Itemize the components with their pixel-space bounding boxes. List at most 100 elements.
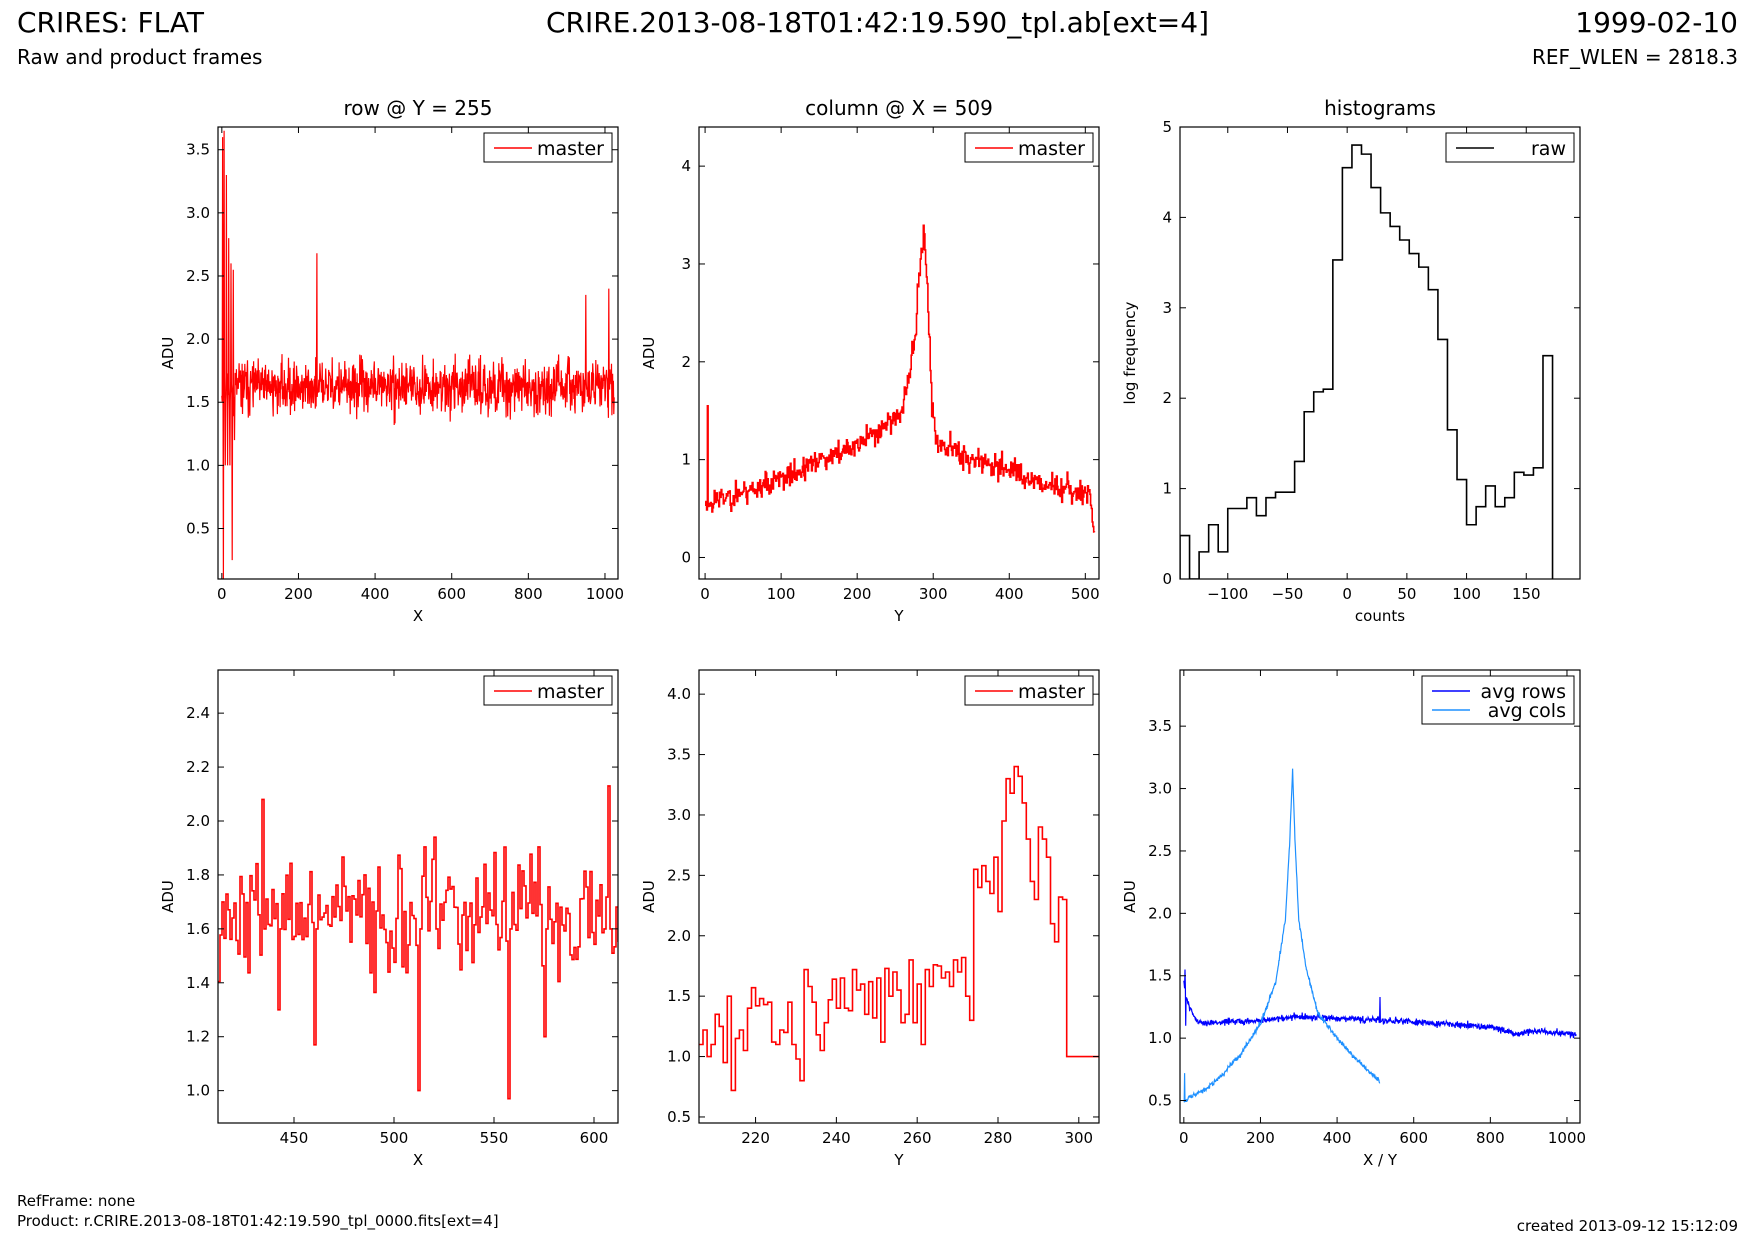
x-tick-label: 400 [995,585,1024,603]
chart-title: column @ X = 509 [805,96,993,120]
legend: master [964,132,1094,163]
plot-frame [217,126,619,580]
report-title: CRIRES: FLAT [17,6,204,39]
x-axis-label: counts [1355,607,1405,625]
histogram-raw [1180,144,1554,579]
y-tick-label: 1.0 [1148,1029,1172,1047]
x-tick-label: 600 [1399,1129,1428,1147]
chart-title: row @ Y = 255 [344,96,493,120]
product-label: Product: r.CRIRE.2013-08-18T01:42:19.590… [17,1212,499,1230]
x-tick-label: 150 [1512,585,1541,603]
x-tick-label: 260 [903,1129,932,1147]
y-tick-label: 1.5 [667,987,691,1005]
legend-box [1445,132,1575,163]
plot-area [699,765,1099,1092]
x-axis-label: Y [893,1151,904,1169]
y-tick-label: 0.5 [1148,1092,1172,1110]
y-tick-label: 1.5 [1148,967,1172,985]
y-tick-label: 3 [681,255,691,273]
y-tick-label: 3 [1162,299,1172,317]
series-master [218,785,618,1100]
y-tick-label: 2.2 [186,758,210,776]
y-axis-label: log frequency [1121,301,1139,404]
y-axis-label: ADU [640,337,658,370]
y-tick-label: 1.5 [186,393,210,411]
x-tick-label: 400 [1323,1129,1352,1147]
legend-label: raw [1531,138,1566,160]
plot-frame [698,126,1100,580]
legend-box [1421,675,1575,725]
y-tick-label: 2.5 [1148,842,1172,860]
x-tick-label: −50 [1272,585,1304,603]
plot-frame [698,669,1100,1124]
y-tick-label: 1.0 [186,456,210,474]
x-tick-label: 600 [580,1129,609,1147]
x-tick-label: 600 [437,585,466,603]
report-subtitle: Raw and product frames [17,45,263,69]
plot-area [221,130,615,579]
x-tick-label: 100 [767,585,796,603]
file-name-title: CRIRE.2013-08-18T01:42:19.590_tpl.ab[ext… [545,6,1209,39]
x-tick-label: 280 [984,1129,1013,1147]
x-axis-label: X [413,607,423,625]
legend-box [483,132,613,163]
series-master [221,130,615,579]
y-tick-label: 1.0 [667,1048,691,1066]
y-axis-label: ADU [1121,880,1139,913]
x-axis-label: X [413,1151,423,1169]
x-tick-label: 200 [284,585,313,603]
legend: master [483,675,613,706]
y-tick-label: 3.0 [1148,780,1172,798]
y-tick-label: 0.5 [186,519,210,537]
series-avg-rows [1183,969,1577,1040]
x-axis-label: X / Y [1363,1151,1398,1169]
legend-box [964,132,1094,163]
x-tick-label: 0 [1342,585,1352,603]
created-timestamp: created 2013-09-12 15:12:09 [1516,1217,1738,1235]
refframe-label: RefFrame: none [17,1192,136,1210]
series-master [705,224,1096,533]
y-tick-label: 1 [1162,480,1172,498]
x-tick-label: 450 [280,1129,309,1147]
legend-label: avg cols [1488,700,1566,722]
y-tick-label: 3.5 [667,746,691,764]
y-axis-label: ADU [159,880,177,913]
x-tick-label: 0 [700,585,710,603]
x-tick-label: 800 [514,585,543,603]
y-tick-label: 4.0 [667,685,691,703]
y-tick-label: 1.0 [186,1082,210,1100]
x-tick-label: 300 [919,585,948,603]
legend-label: master [537,681,604,703]
x-tick-label: 50 [1397,585,1416,603]
legend-label: master [1018,681,1085,703]
plot-area [705,224,1096,533]
date-label: 1999-02-10 [1575,6,1738,39]
y-tick-label: 1.4 [186,974,210,992]
legend: master [964,675,1094,706]
y-axis-label: ADU [159,337,177,370]
chart-title: histograms [1324,96,1436,120]
legend: master [483,132,613,163]
y-tick-label: 2.5 [667,866,691,884]
y-axis-label: ADU [640,880,658,913]
legend-box [483,675,613,706]
y-tick-label: 5 [1162,118,1172,136]
legend-label: avg rows [1481,681,1566,703]
y-tick-label: 2.0 [186,330,210,348]
series-master [699,765,1099,1092]
legend-label: master [537,138,604,160]
x-tick-label: 220 [741,1129,770,1147]
legend-box [964,675,1094,706]
series-avg-cols [1183,768,1381,1103]
y-tick-label: 2 [681,353,691,371]
plot-area [218,785,618,1100]
x-tick-label: −100 [1207,585,1248,603]
y-tick-label: 1 [681,451,691,469]
y-tick-label: 1.8 [186,866,210,884]
y-tick-label: 4 [1162,208,1172,226]
